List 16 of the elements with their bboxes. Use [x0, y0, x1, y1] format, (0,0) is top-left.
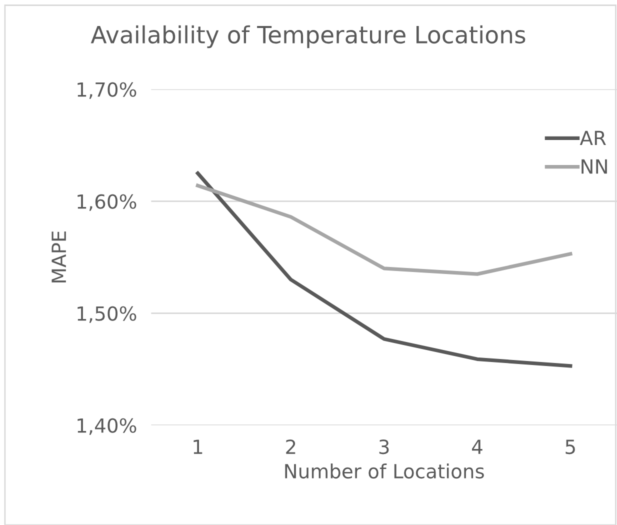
- y-tick-label: 1,40%: [78, 418, 136, 435]
- x-tick-label: 2: [286, 439, 296, 454]
- x-tick-label: 3: [379, 439, 389, 454]
- legend-label: AR: [580, 130, 606, 146]
- line-series: [196, 171, 572, 368]
- x-tick-label: 5: [566, 440, 575, 454]
- legend-label: NN: [582, 159, 607, 174]
- y-tick-label: 1,60%: [78, 194, 136, 211]
- y-tick-label: 1,50%: [78, 306, 136, 323]
- chart-title: Availability of Temperature Locations: [90, 25, 526, 48]
- y-tick-label: 1,70%: [78, 82, 136, 99]
- x-tick-label: 4: [472, 440, 482, 454]
- y-axis-title: MAPE: [52, 231, 66, 282]
- x-axis-title: Number of Locations: [285, 464, 484, 479]
- x-tick-label: 1: [194, 440, 202, 454]
- line-series: [196, 184, 572, 276]
